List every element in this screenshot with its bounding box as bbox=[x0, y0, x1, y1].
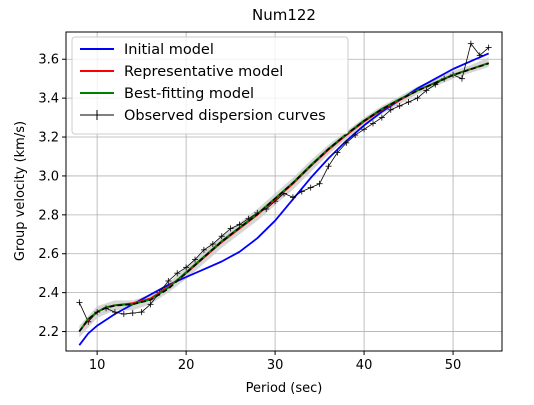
y-tick-label: 2.2 bbox=[38, 325, 59, 340]
legend-label: Initial model bbox=[124, 42, 214, 58]
uncertainty-band bbox=[79, 57, 489, 338]
dashed-reference-line bbox=[78, 62, 489, 332]
chart-title: Num122 bbox=[252, 6, 316, 24]
x-axis-ticks: 10 20 30 40 50 bbox=[89, 351, 461, 373]
x-axis-label: Period (sec) bbox=[246, 381, 323, 396]
x-tick-label: 30 bbox=[267, 358, 284, 373]
plot-frame bbox=[65, 31, 503, 352]
y-tick-label: 2.4 bbox=[38, 286, 59, 301]
y-tick-label: 3.6 bbox=[38, 53, 59, 68]
y-axis-ticks: 2.2 2.4 2.6 2.8 3.0 3.2 3.4 3.6 bbox=[38, 53, 66, 340]
x-tick-label: 50 bbox=[445, 358, 462, 373]
legend-label: Best-fitting model bbox=[124, 86, 254, 102]
uncertainty-band-group bbox=[79, 57, 489, 338]
x-tick-label: 20 bbox=[178, 358, 195, 373]
legend-label: Observed dispersion curves bbox=[124, 108, 326, 124]
y-tick-label: 2.8 bbox=[38, 208, 59, 223]
y-tick-label: 2.6 bbox=[38, 247, 59, 262]
y-tick-label: 3.0 bbox=[38, 169, 59, 184]
y-axis-label: Group velocity (km/s) bbox=[13, 121, 28, 261]
x-tick-label: 10 bbox=[89, 358, 106, 373]
series-group bbox=[76, 40, 492, 346]
legend-label: Representative model bbox=[124, 64, 283, 80]
legend: Initial model Representative model Best-fi… bbox=[71, 36, 349, 135]
legend-box bbox=[71, 36, 349, 135]
x-tick-label: 40 bbox=[356, 358, 373, 373]
y-tick-label: 3.2 bbox=[38, 131, 59, 146]
y-tick-label: 3.4 bbox=[38, 92, 59, 107]
